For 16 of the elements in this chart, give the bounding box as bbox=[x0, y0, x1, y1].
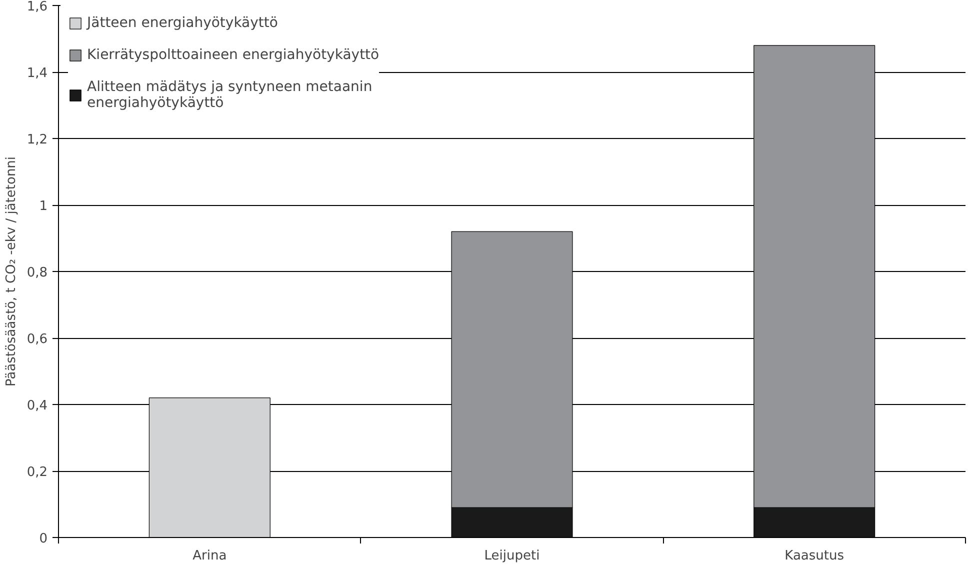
y-tick-label: 1,4 bbox=[26, 66, 48, 81]
y-tick-label: 0 bbox=[39, 532, 48, 546]
x-tick-label: Kaasutus bbox=[784, 548, 844, 564]
y-tick-label: 1,6 bbox=[26, 0, 48, 14]
y-tick-label: 0,8 bbox=[26, 266, 48, 280]
x-tick-label: Arina bbox=[192, 548, 227, 564]
y-tick-label: 0,4 bbox=[26, 398, 48, 414]
y-tick-label: 0,2 bbox=[26, 465, 48, 480]
legend-label: Alitteen mädätys ja syntyneen metaanin energiahyötykäyttö bbox=[87, 79, 372, 111]
y-tick-label: 1 bbox=[39, 199, 48, 214]
legend-label: Jätteen energiahyötykäyttö bbox=[87, 15, 278, 31]
y-tick-label: 0,6 bbox=[26, 332, 48, 347]
legend-label: Kierrätyspolttoaineen energiahyötykäyttö bbox=[87, 47, 380, 63]
y-tick-label: 1,2 bbox=[26, 132, 48, 148]
x-tick-label: Leijupeti bbox=[484, 548, 540, 564]
y-axis-title: Päästösäästö, t CO₂ -ekv / jätetonni bbox=[4, 156, 19, 387]
